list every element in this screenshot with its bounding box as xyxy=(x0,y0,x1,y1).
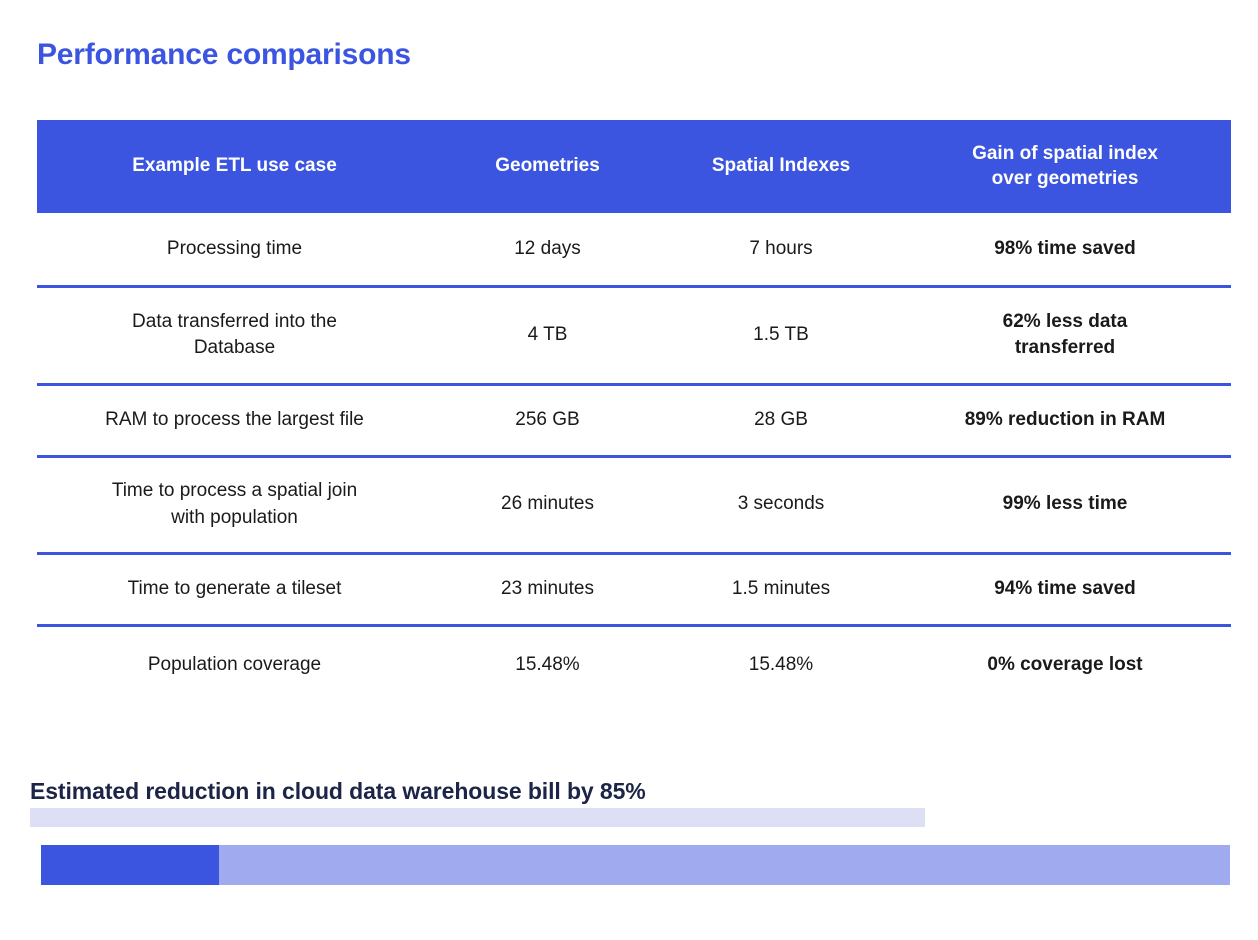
cell-gain-line2: transferred xyxy=(1014,337,1116,358)
table-body: Processing time 12 days 7 hours 98% time… xyxy=(37,213,1231,703)
summary-highlight-band xyxy=(30,808,925,827)
page-title: Performance comparisons xyxy=(37,38,411,71)
cell-geometries: 4 TB xyxy=(527,323,568,345)
cell-gain-line1: 98% time saved xyxy=(994,237,1136,259)
cost-reduction-progress-bar xyxy=(41,845,1230,885)
cell-use-case-line1: Population coverage xyxy=(147,653,322,675)
cell-use-case-line1: Time to process a spatial join xyxy=(111,480,358,502)
summary-heading: Estimated reduction in cloud data wareho… xyxy=(30,778,646,804)
cell-gain-line1: 94% time saved xyxy=(994,577,1136,599)
cell-use-case-line1: Data transferred into the xyxy=(132,310,337,332)
cell-use-case: Data transferred into the Database xyxy=(37,286,432,384)
cell-spatial-indexes: 7 hours xyxy=(749,237,813,259)
table-row: RAM to process the largest file 256 GB 2… xyxy=(37,384,1231,456)
progress-bar-fill xyxy=(41,845,220,885)
cell-use-case-line1: Time to generate a tileset xyxy=(127,577,342,599)
table-row: Processing time 12 days 7 hours 98% time… xyxy=(37,213,1231,286)
cell-geometries: 26 minutes xyxy=(501,493,594,515)
cell-use-case: Time to process a spatial join with popu… xyxy=(37,456,432,553)
cell-use-case: Population coverage xyxy=(37,625,432,703)
cell-spatial-indexes: 3 seconds xyxy=(737,493,825,515)
cell-use-case: Processing time xyxy=(37,213,432,286)
cell-spatial-indexes: 1.5 TB xyxy=(753,323,809,345)
column-header-gain-line1: Gain of spatial index xyxy=(972,143,1158,165)
cell-gain: 89% reduction in RAM xyxy=(899,384,1231,456)
cell-geometries: 15.48% xyxy=(515,653,580,675)
cell-geometries: 256 GB xyxy=(515,408,580,430)
table-row: Population coverage 15.48% 15.48% 0% cov… xyxy=(37,625,1231,703)
column-header-gain-line2: over geometries xyxy=(991,167,1139,189)
cell-gain: 99% less time xyxy=(899,456,1231,553)
cell-geometries: 23 minutes xyxy=(501,577,594,599)
column-header-spatial-indexes: Spatial Indexes xyxy=(711,155,851,177)
cell-gain-line1: 62% less data xyxy=(1002,310,1128,332)
cell-use-case: RAM to process the largest file xyxy=(37,384,432,456)
cell-gain: 98% time saved xyxy=(899,213,1231,286)
table-row: Time to process a spatial join with popu… xyxy=(37,456,1231,553)
cell-use-case-line2: Database xyxy=(193,337,276,358)
cell-gain-line1: 0% coverage lost xyxy=(987,653,1143,675)
table-row: Data transferred into the Database 4 TB … xyxy=(37,286,1231,384)
cell-use-case: Time to generate a tileset xyxy=(37,553,432,625)
cell-spatial-indexes: 15.48% xyxy=(748,653,814,675)
cell-gain: 0% coverage lost xyxy=(899,625,1231,703)
performance-comparison-table: Example ETL use case Geometries Spatial … xyxy=(37,120,1231,703)
cell-use-case-line2: with population xyxy=(171,506,298,528)
table-header-row: Example ETL use case Geometries Spatial … xyxy=(37,120,1231,213)
cell-gain-line1: 89% reduction in RAM xyxy=(964,408,1166,430)
cell-gain-line1: 99% less time xyxy=(1002,493,1128,515)
summary-section: Estimated reduction in cloud data wareho… xyxy=(30,778,1231,827)
summary-heading-wrapper: Estimated reduction in cloud data wareho… xyxy=(30,778,925,827)
cell-use-case-line1: Processing time xyxy=(166,237,303,259)
cell-use-case-line1: RAM to process the largest file xyxy=(105,408,364,430)
table-row: Time to generate a tileset 23 minutes 1.… xyxy=(37,553,1231,625)
cell-spatial-indexes: 1.5 minutes xyxy=(731,577,831,599)
table-header: Example ETL use case Geometries Spatial … xyxy=(37,120,1231,213)
column-header-gain: Gain of spatial index over geometries xyxy=(899,120,1231,213)
column-header-geometries: Geometries xyxy=(495,155,600,177)
cell-gain: 94% time saved xyxy=(899,553,1231,625)
cell-geometries: 12 days xyxy=(514,237,581,259)
column-header-use-case: Example ETL use case xyxy=(132,155,337,177)
cell-gain: 62% less data transferred xyxy=(899,286,1231,384)
cell-spatial-indexes: 28 GB xyxy=(754,408,808,430)
